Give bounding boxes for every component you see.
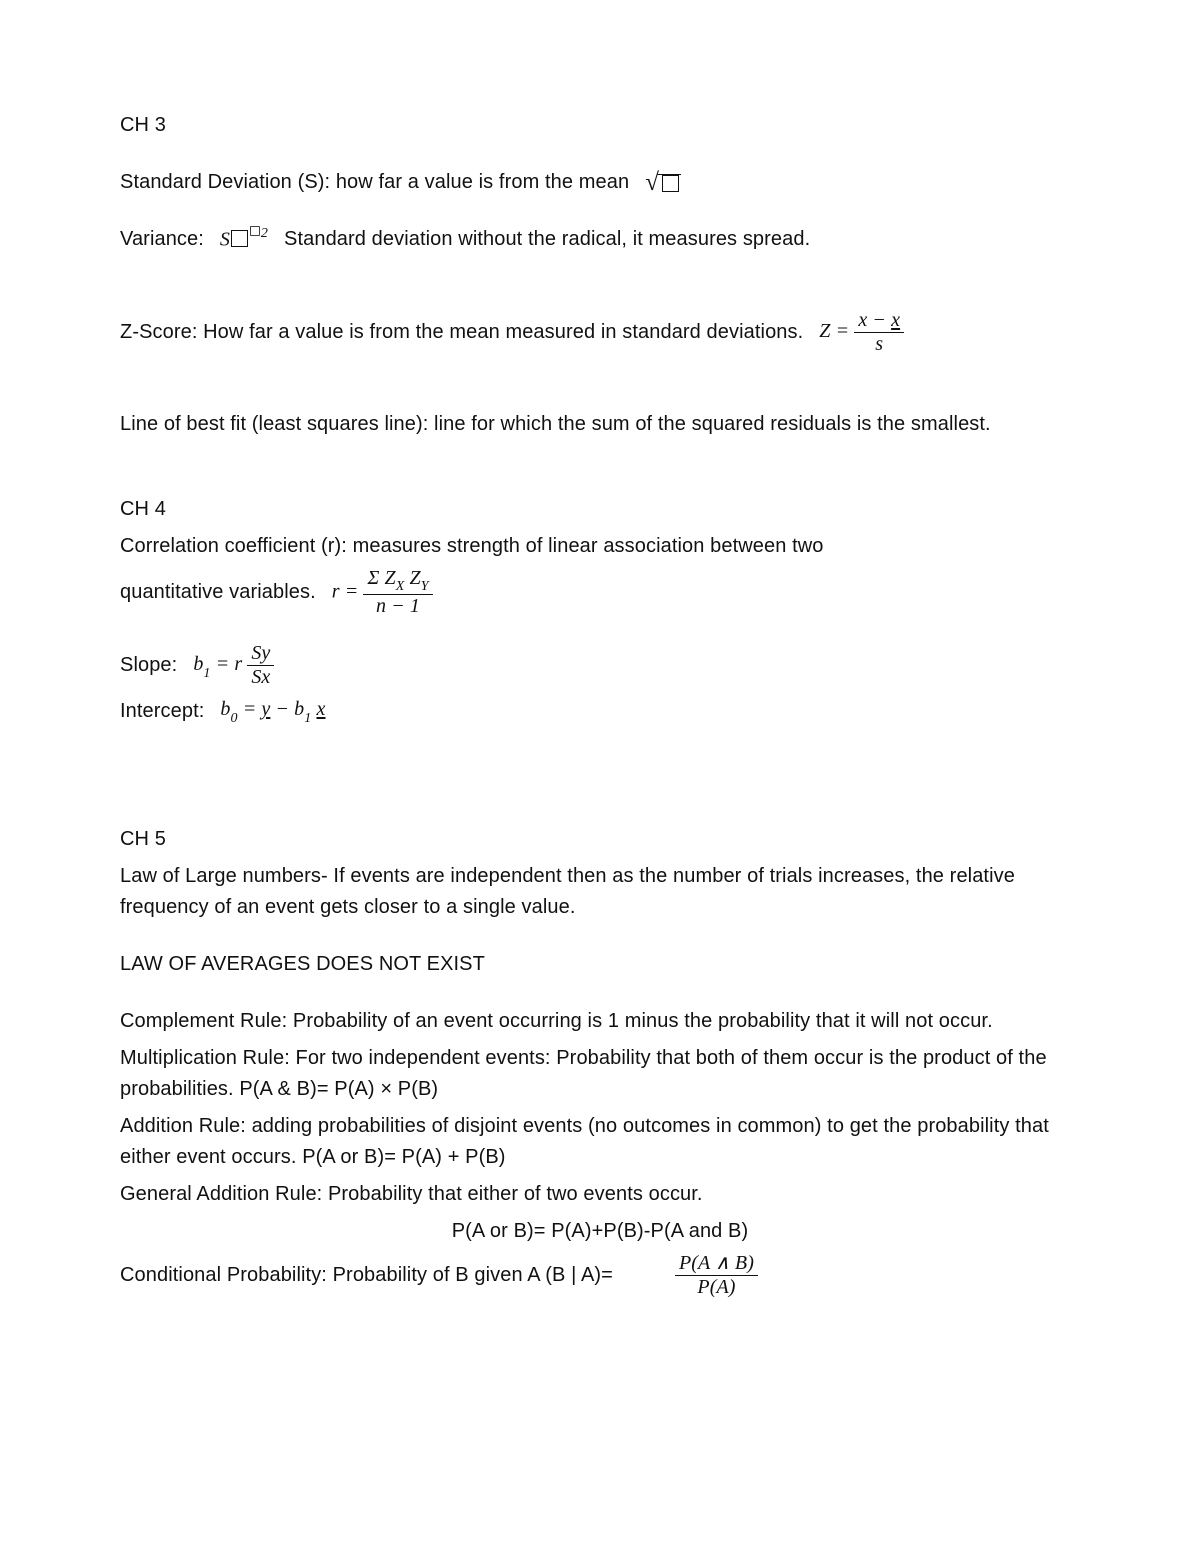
ch3-variance-formula: S2: [220, 224, 268, 256]
ch3-std-dev-formula: √: [645, 170, 681, 195]
ch3-std-dev-row: Standard Deviation (S): how far a value …: [120, 167, 1080, 198]
ch5-complement-text: Complement Rule: Probability of an event…: [120, 1006, 1080, 1037]
ch4-slope-label: Slope:: [120, 650, 177, 681]
ch4-intercept-row: Intercept: b0 = y − b1 x: [120, 694, 1080, 728]
ch4-corr-lead: Correlation coefficient (r): measures st…: [120, 531, 1080, 562]
ch3-heading: CH 3: [120, 110, 1080, 141]
ch5-lln-text: Law of Large numbers- If events are inde…: [120, 861, 1080, 923]
ch4-slope-formula: b1 = r Sy Sx: [193, 643, 274, 688]
ch5-general-addition-formula: P(A or B)= P(A)+P(B)-P(A and B): [120, 1216, 1080, 1247]
ch3-variance-label: Variance:: [120, 224, 204, 255]
ch3-std-dev-text: Standard Deviation (S): how far a value …: [120, 167, 629, 198]
ch5-conditional-label: Conditional Probability: Probability of …: [120, 1260, 613, 1291]
ch5-loa-text: LAW OF AVERAGES DOES NOT EXIST: [120, 949, 1080, 980]
ch3-zscore-text: Z-Score: How far a value is from the mea…: [120, 317, 803, 348]
ch5-addition-text: Addition Rule: adding probabilities of d…: [120, 1111, 1080, 1173]
ch4-heading: CH 4: [120, 494, 1080, 525]
ch3-zscore-formula: Z = x − x s: [819, 310, 904, 355]
ch5-general-addition-text: General Addition Rule: Probability that …: [120, 1179, 1080, 1210]
ch4-corr-formula: r = Σ ZX ZY n − 1: [332, 568, 433, 618]
ch5-conditional-formula: P(A ∧ B) P(A): [675, 1253, 758, 1298]
ch3-lobf-text: Line of best fit (least squares line): l…: [120, 409, 1080, 440]
ch4-corr-row: quantitative variables. r = Σ ZX ZY n − …: [120, 568, 1080, 618]
ch4-slope-row: Slope: b1 = r Sy Sx: [120, 643, 1080, 688]
ch5-multiplication-text: Multiplication Rule: For two independent…: [120, 1043, 1080, 1105]
ch3-variance-desc: Standard deviation without the radical, …: [284, 224, 810, 255]
page: CH 3 Standard Deviation (S): how far a v…: [0, 0, 1200, 1553]
ch4-intercept-formula: b0 = y − b1 x: [220, 694, 325, 728]
ch5-conditional-row: Conditional Probability: Probability of …: [120, 1253, 1080, 1298]
ch3-variance-row: Variance: S2 Standard deviation without …: [120, 224, 1080, 256]
ch3-zscore-row: Z-Score: How far a value is from the mea…: [120, 310, 1080, 355]
ch4-corr-trail: quantitative variables.: [120, 577, 316, 608]
ch5-heading: CH 5: [120, 824, 1080, 855]
ch4-intercept-label: Intercept:: [120, 696, 204, 727]
